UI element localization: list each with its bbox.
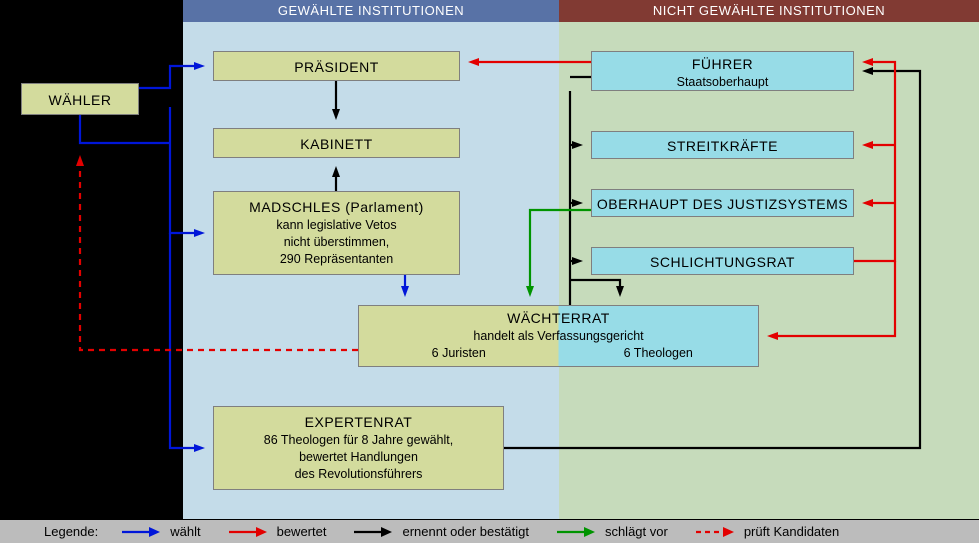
node-waechterrat-title: WÄCHTERRAT <box>359 309 758 328</box>
node-fuehrer-sub: Staatsoberhaupt <box>592 74 853 91</box>
diagram-stage: GEWÄHLTE INSTITUTIONEN NICHT GEWÄHLTE IN… <box>0 0 979 543</box>
node-schlichtungsrat: SCHLICHTUNGSRAT <box>591 247 854 275</box>
node-madschles-l3: 290 Repräsentanten <box>214 251 459 268</box>
node-praesident-title: PRÄSIDENT <box>214 58 459 77</box>
arrow-icon <box>694 525 734 539</box>
node-streit-title: STREITKRÄFTE <box>592 137 853 156</box>
node-waechterrat: WÄCHTERRAT handelt als Verfassungsgerich… <box>358 305 759 367</box>
legend-schlaegt: schlägt vor <box>555 524 668 539</box>
node-kabinett-title: KABINETT <box>214 135 459 154</box>
legend-label: Legende: <box>44 524 98 539</box>
node-madschles-l1: kann legislative Vetos <box>214 217 459 234</box>
legend-prueft: prüft Kandidaten <box>694 524 839 539</box>
legend-bewertet: bewertet <box>227 524 327 539</box>
legend-waehlt: wählt <box>120 524 200 539</box>
node-waehler-title: WÄHLER <box>22 91 138 110</box>
node-waechterrat-left: 6 Juristen <box>359 345 559 362</box>
arrow-icon <box>352 525 392 539</box>
node-madschles: MADSCHLES (Parlament) kann legislative V… <box>213 191 460 275</box>
node-kabinett: KABINETT <box>213 128 460 158</box>
node-waechterrat-right: 6 Theologen <box>559 345 759 362</box>
node-expertenrat-title: EXPERTENRAT <box>214 413 503 432</box>
node-fuehrer-title: FÜHRER <box>592 55 853 74</box>
legend-ernennt: ernennt oder bestätigt <box>352 524 528 539</box>
arrow-icon <box>120 525 160 539</box>
node-fuehrer: FÜHRER Staatsoberhaupt <box>591 51 854 91</box>
node-madschles-l2: nicht überstimmen, <box>214 234 459 251</box>
node-praesident: PRÄSIDENT <box>213 51 460 81</box>
node-expertenrat-l1: 86 Theologen für 8 Jahre gewählt, <box>214 432 503 449</box>
node-waechterrat-sub: handelt als Verfassungsgericht <box>359 328 758 345</box>
node-expertenrat-l2: bewertet Handlungen <box>214 449 503 466</box>
node-waehler: WÄHLER <box>21 83 139 115</box>
node-justiz: OBERHAUPT DES JUSTIZSYSTEMS <box>591 189 854 217</box>
legend: Legende: wählt bewertet ernennt oder bes… <box>0 520 979 543</box>
arrow-icon <box>227 525 267 539</box>
node-expertenrat: EXPERTENRAT 86 Theologen für 8 Jahre gew… <box>213 406 504 490</box>
node-madschles-title: MADSCHLES (Parlament) <box>214 198 459 217</box>
node-schlicht-title: SCHLICHTUNGSRAT <box>592 253 853 272</box>
node-streitkraefte: STREITKRÄFTE <box>591 131 854 159</box>
node-expertenrat-l3: des Revolutionsführers <box>214 466 503 483</box>
arrow-icon <box>555 525 595 539</box>
node-justiz-title: OBERHAUPT DES JUSTIZSYSTEMS <box>592 195 853 214</box>
